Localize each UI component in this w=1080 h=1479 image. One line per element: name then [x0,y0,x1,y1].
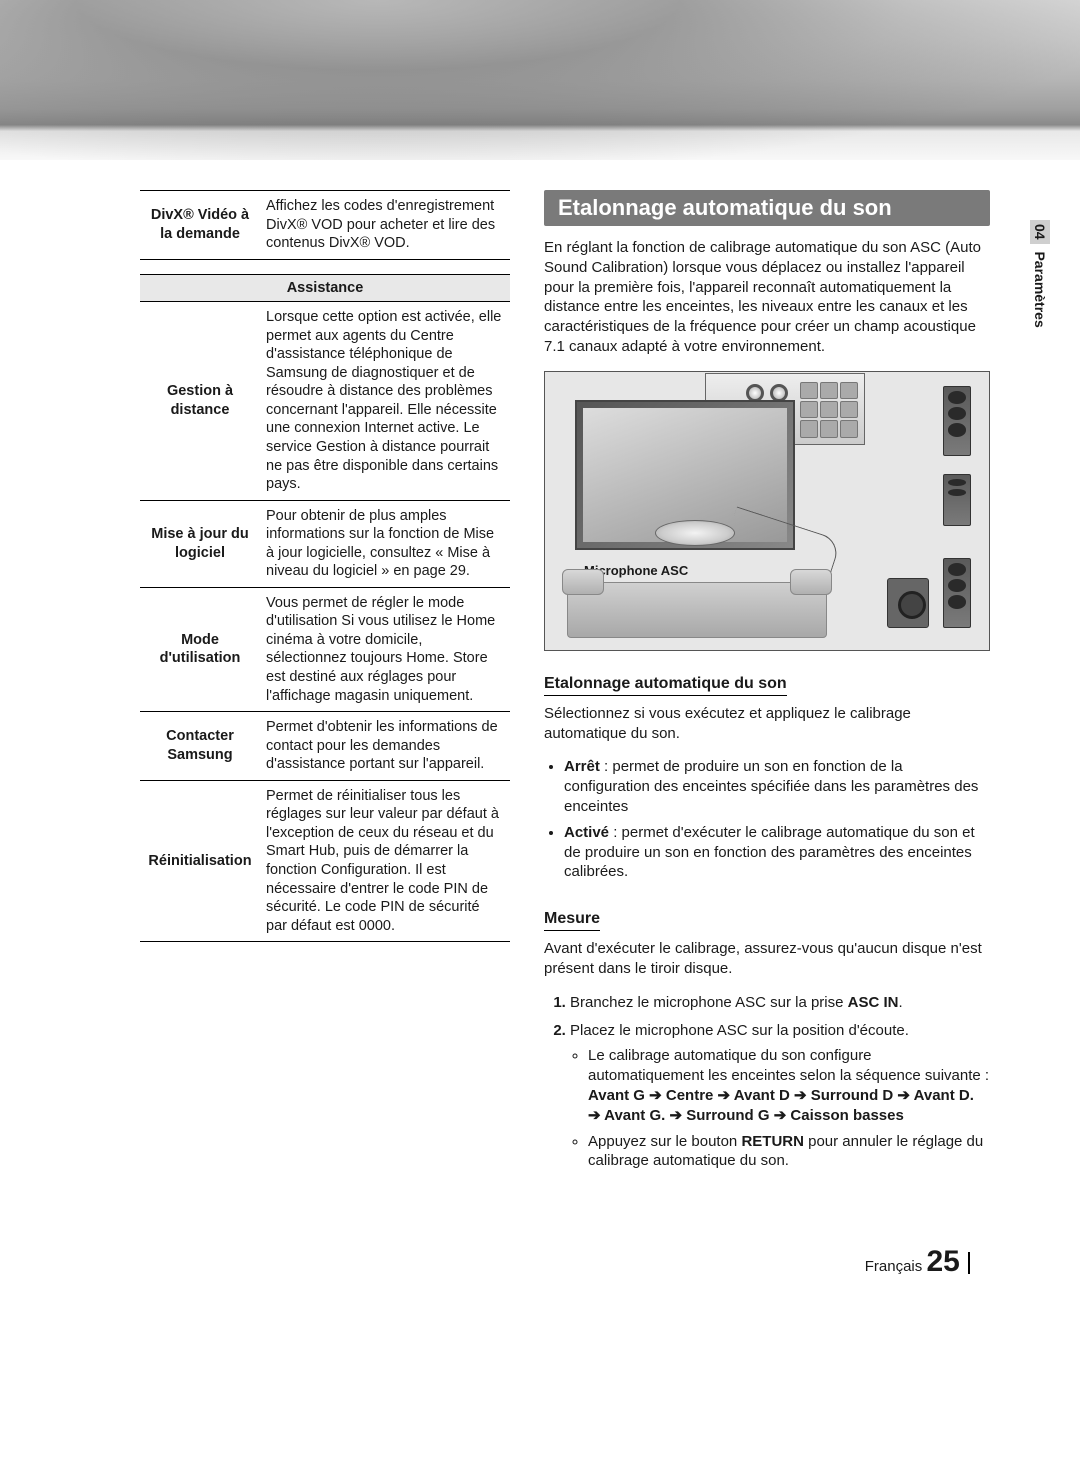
page-content: DivX® Vidéo à la demande Affichez les co… [0,160,1080,1245]
term-cell: Mise à jour du logiciel [140,500,260,587]
term-cell: Gestion à distance [140,302,260,500]
sofa-icon [567,582,827,638]
table-row: Mise à jour du logiciel Pour obtenir de … [140,500,510,587]
left-column: DivX® Vidéo à la demande Affichez les co… [140,190,510,1185]
assistance-table: Assistance Gestion à distance Lorsque ce… [140,274,510,943]
list-item: Branchez le microphone ASC sur la prise … [570,993,990,1013]
term-cell: Contacter Samsung [140,712,260,781]
footer-bar-icon [968,1252,970,1274]
list-item: Le calibrage automatique du son configur… [588,1046,990,1125]
sub1-lead: Sélectionnez si vous exécutez et appliqu… [544,704,990,744]
steps-list: Branchez le microphone ASC sur la prise … [544,993,990,1171]
desc-cell: Vous permet de régler le mode d'utilisat… [260,587,510,711]
table-row: Réinitialisation Permet de réinitialiser… [140,780,510,941]
table-row: Contacter Samsung Permet d'obtenir les i… [140,712,510,781]
desc-cell: Permet d'obtenir les informations de con… [260,712,510,781]
sub-heading: Etalonnage automatique du son [544,675,787,696]
list-item: Placez le microphone ASC sur la position… [570,1021,990,1172]
page-footer: Français 25 [0,1245,1080,1279]
sub-heading: Mesure [544,910,600,931]
list-item: Arrêt : permet de produire un son en fon… [564,757,990,816]
speaker-icon [943,558,971,628]
asc-mic-icon [655,520,735,546]
section-title-bar: Etalonnage automatique du son [544,190,990,226]
desc-cell: Pour obtenir de plus amples informations… [260,500,510,587]
speaker-icon [943,474,971,526]
footer-page-number: 25 [926,1245,959,1278]
divx-table: DivX® Vidéo à la demande Affichez les co… [140,190,510,260]
top-gradient-banner [0,0,1080,160]
sub1-bullets: Arrêt : permet de produire un son en fon… [544,757,990,882]
sub2-lead: Avant d'exécuter le calibrage, assurez-v… [544,939,990,979]
table-header-row: Assistance [140,274,510,302]
term-cell: Réinitialisation [140,780,260,941]
term-cell: DivX® Vidéo à la demande [140,191,260,260]
speaker-icon [943,386,971,456]
intro-paragraph: En réglant la fonction de calibrage auto… [544,238,990,357]
term-cell: Mode d'utilisation [140,587,260,711]
desc-cell: Affichez les codes d'enregistrement DivX… [260,191,510,260]
right-column: Etalonnage automatique du son En réglant… [544,190,990,1185]
asc-illustration: Microphone ASC [544,371,990,651]
subwoofer-icon [887,578,929,628]
table-row: DivX® Vidéo à la demande Affichez les co… [140,191,510,260]
footer-lang: Français [865,1258,923,1275]
table-row: Mode d'utilisation Vous permet de régler… [140,587,510,711]
assistance-header: Assistance [140,274,510,302]
desc-cell: Permet de réinitialiser tous les réglage… [260,780,510,941]
list-item: Activé : permet d'exécuter le calibrage … [564,823,990,882]
list-item: Appuyez sur le bouton RETURN pour annule… [588,1132,990,1172]
table-row: Gestion à distance Lorsque cette option … [140,302,510,500]
desc-cell: Lorsque cette option est activée, elle p… [260,302,510,500]
